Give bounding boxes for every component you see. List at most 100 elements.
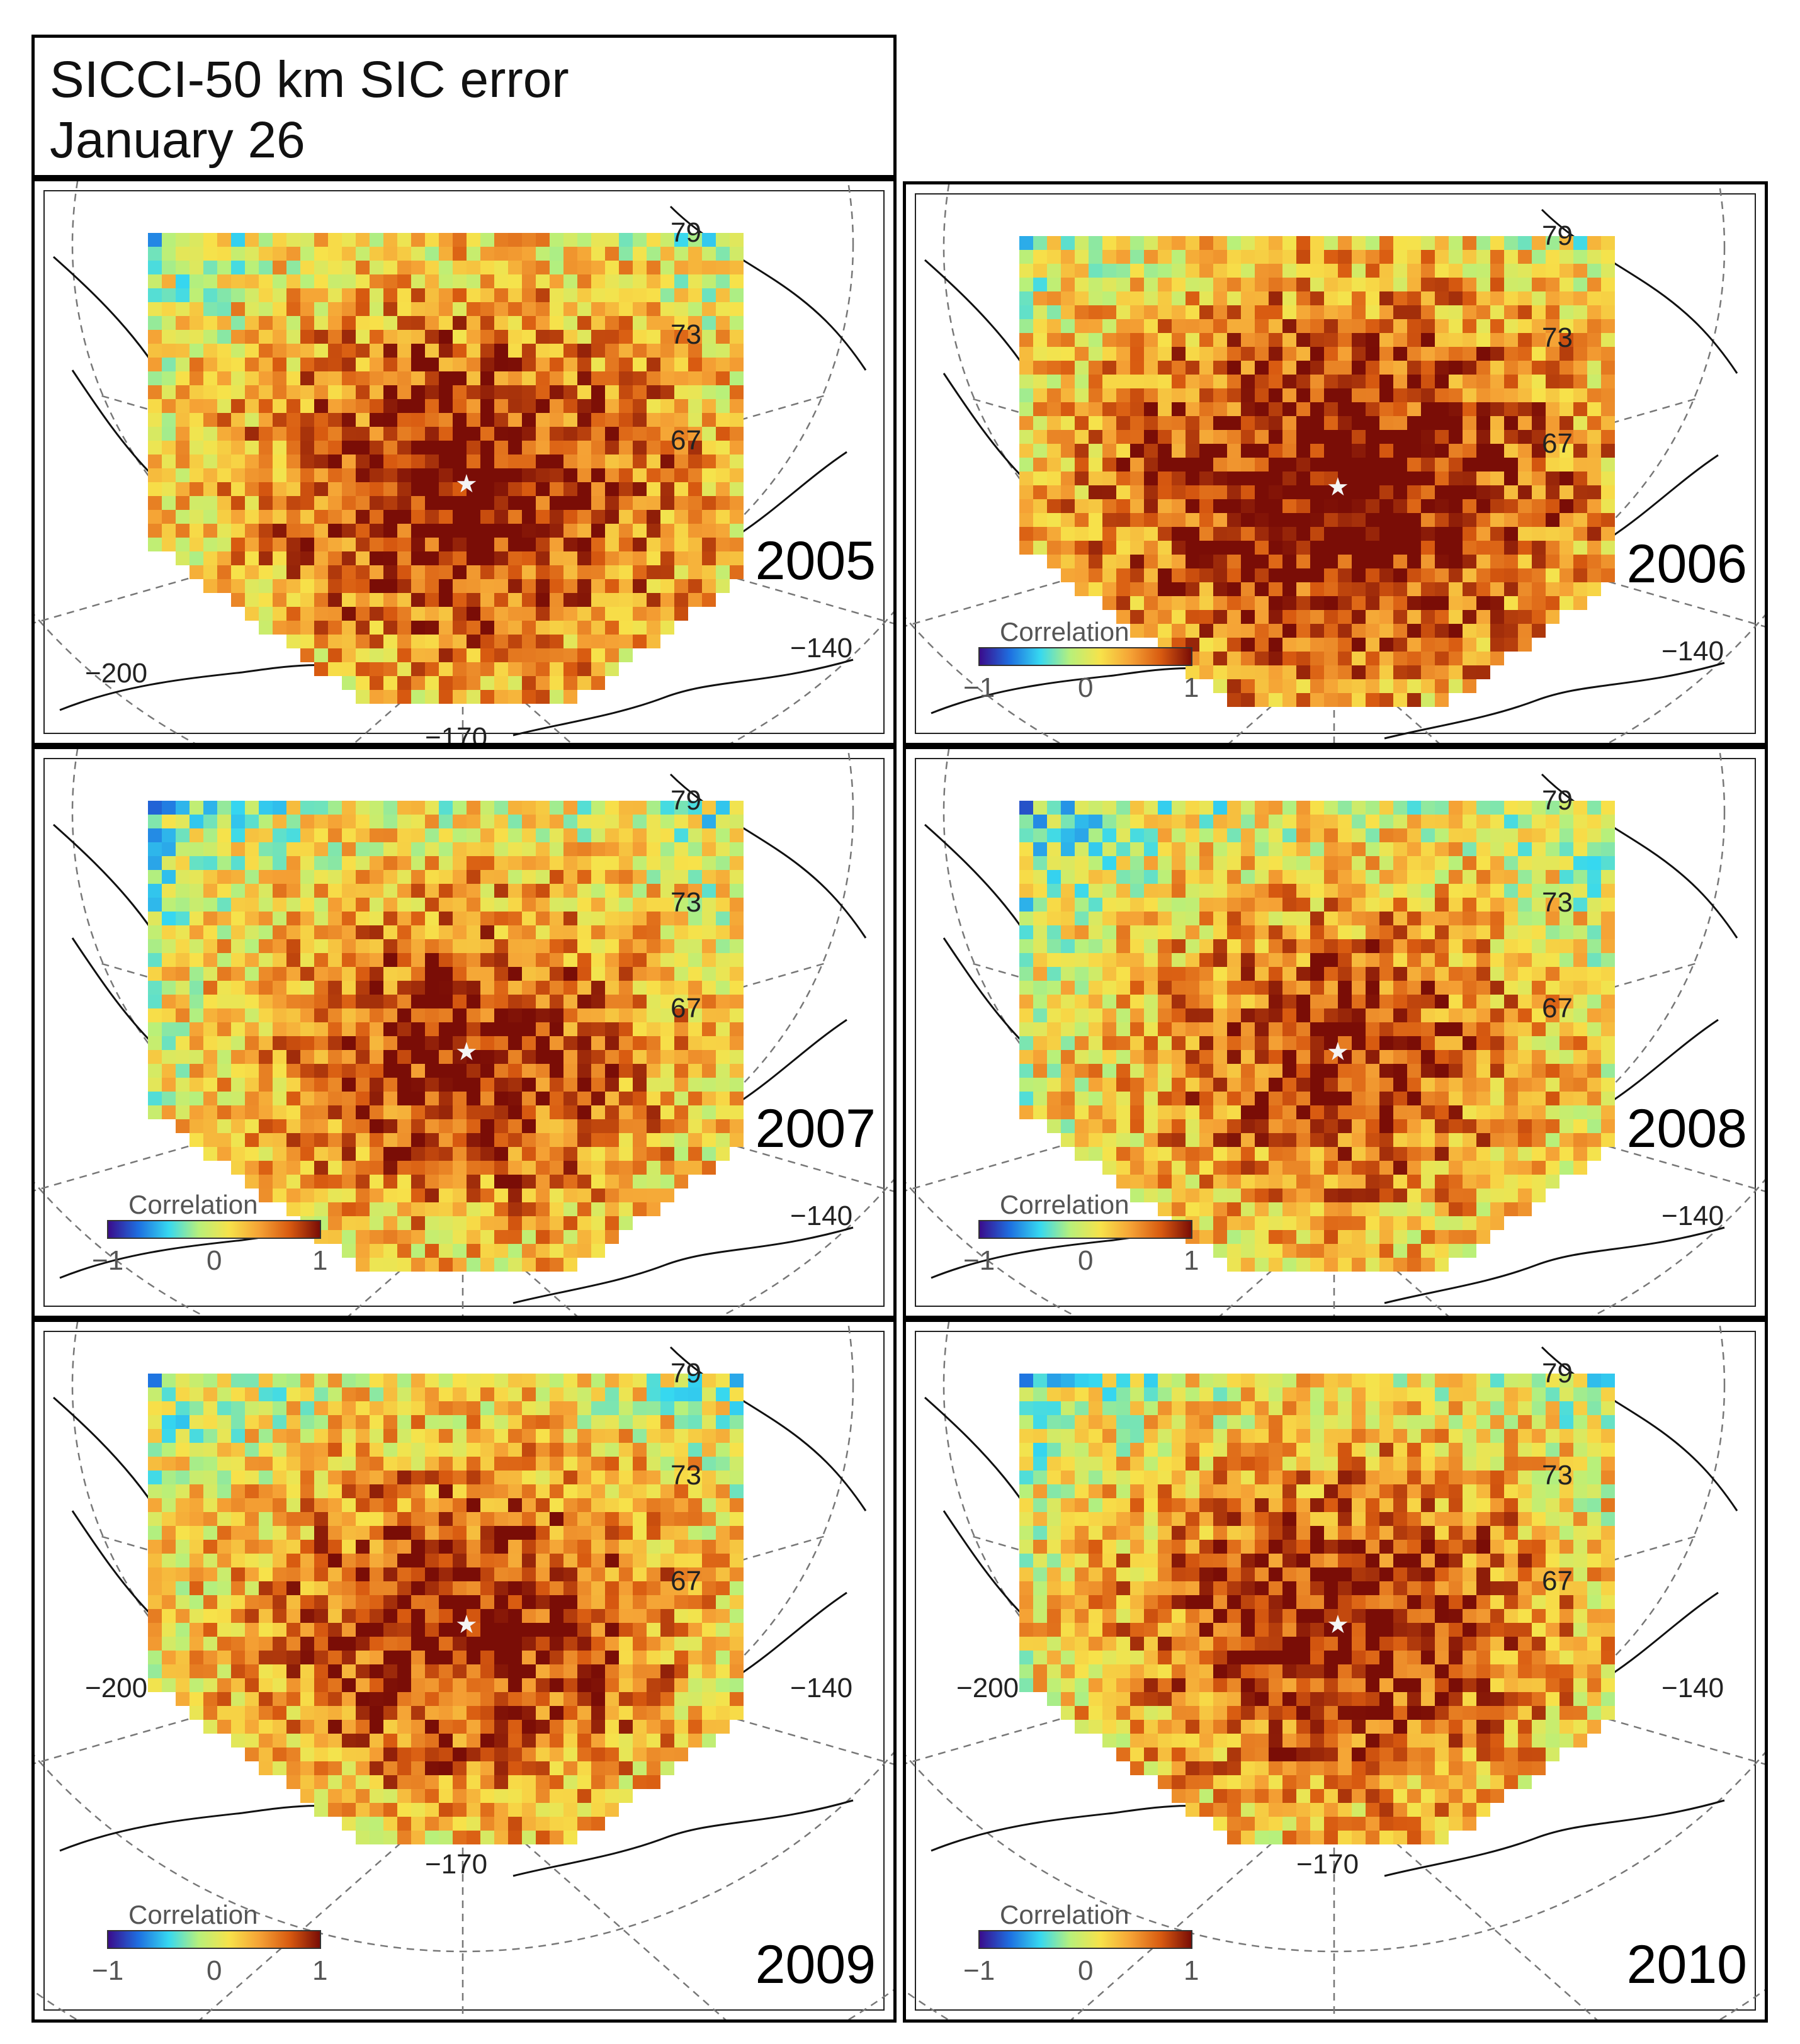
correlation-cell (1255, 1064, 1269, 1078)
correlation-cell (647, 482, 660, 496)
correlation-cell (176, 344, 190, 358)
correlation-cell (494, 870, 508, 884)
correlation-cell (1186, 568, 1199, 582)
correlation-cell (1102, 981, 1116, 995)
correlation-cell (1449, 264, 1463, 278)
correlation-cell (1338, 898, 1352, 912)
correlation-cell (231, 828, 245, 842)
correlation-cell (411, 967, 425, 981)
correlation-cell (370, 1050, 383, 1064)
correlation-cell (1241, 596, 1255, 610)
correlation-cell (1407, 513, 1421, 527)
correlation-cell (688, 1147, 702, 1161)
correlation-cell (716, 330, 730, 344)
correlation-cell (1241, 828, 1255, 842)
correlation-cell (1338, 402, 1352, 416)
correlation-cell (273, 261, 286, 274)
correlation-cell (314, 551, 328, 565)
correlation-cell (619, 1064, 633, 1078)
correlation-cell (619, 1050, 633, 1064)
correlation-cell (1019, 828, 1033, 842)
correlation-cell (660, 1161, 674, 1175)
correlation-cell (577, 1216, 591, 1230)
correlation-cell (356, 551, 370, 565)
correlation-cell (411, 593, 425, 607)
correlation-cell (1213, 582, 1227, 596)
correlation-cell (674, 399, 688, 413)
correlation-cell (370, 385, 383, 399)
correlation-cell (591, 1147, 605, 1161)
correlation-cell (1463, 1050, 1476, 1064)
correlation-cell (1490, 375, 1504, 388)
map-frame (43, 190, 885, 734)
correlation-cell (1019, 912, 1033, 925)
correlation-cell (467, 898, 480, 912)
correlation-cell (1324, 679, 1338, 693)
correlation-cell (577, 1175, 591, 1189)
correlation-cell (1199, 471, 1213, 485)
correlation-cell (619, 635, 633, 648)
correlation-cell (508, 801, 522, 815)
correlation-cell (356, 1161, 370, 1175)
correlation-cell (162, 1050, 176, 1064)
correlation-cell (1227, 967, 1241, 981)
correlation-cell (1310, 485, 1324, 499)
correlation-cell (536, 856, 550, 870)
correlation-cell (467, 1161, 480, 1175)
legend-min-label: −1 (963, 672, 995, 703)
correlation-cell (1158, 416, 1172, 430)
correlation-cell (1546, 568, 1559, 582)
correlation-cell (217, 274, 231, 288)
correlation-cell (494, 482, 508, 496)
correlation-map: ★ (35, 749, 893, 1316)
correlation-cell (1186, 305, 1199, 319)
correlation-cell (605, 1036, 619, 1050)
correlation-cell (1199, 1092, 1213, 1105)
correlation-cell (176, 441, 190, 455)
correlation-cell (1407, 953, 1421, 967)
correlation-cell (1421, 693, 1435, 707)
correlation-cell (411, 565, 425, 579)
correlation-cell (1089, 828, 1102, 842)
correlation-cell (619, 399, 633, 413)
correlation-cell (397, 870, 411, 884)
correlation-cell (1227, 596, 1241, 610)
correlation-cell (1061, 1050, 1075, 1064)
correlation-cell (647, 1078, 660, 1092)
correlation-cell (1324, 652, 1338, 665)
correlation-cell (1559, 828, 1573, 842)
correlation-cell (1089, 842, 1102, 856)
correlation-cell (660, 524, 674, 538)
correlation-cell (1379, 1022, 1393, 1036)
correlation-cell (1435, 485, 1449, 499)
correlation-cell (1186, 953, 1199, 967)
correlation-cell (1089, 333, 1102, 347)
correlation-cell (1075, 939, 1089, 953)
correlation-cell (1102, 995, 1116, 1008)
correlation-cell (286, 1147, 300, 1161)
correlation-cell (328, 635, 342, 648)
correlation-cell (508, 261, 522, 274)
correlation-cell (702, 815, 716, 828)
correlation-cell (231, 330, 245, 344)
correlation-cell (1379, 801, 1393, 815)
correlation-cell (1366, 1036, 1379, 1050)
correlation-cell (730, 1105, 744, 1119)
correlation-cell (300, 1189, 314, 1202)
correlation-cell (1158, 967, 1172, 981)
correlation-cell (1296, 624, 1310, 638)
correlation-cell (383, 385, 397, 399)
correlation-cell (480, 565, 494, 579)
correlation-cell (342, 884, 356, 898)
correlation-cell (688, 385, 702, 399)
correlation-cell (1463, 652, 1476, 665)
correlation-cell (425, 1161, 439, 1175)
correlation-cell (1435, 1036, 1449, 1050)
correlation-cell (619, 801, 633, 815)
correlation-cell (508, 1216, 522, 1230)
correlation-cell (1310, 842, 1324, 856)
correlation-cell (1089, 416, 1102, 430)
correlation-cell (453, 565, 467, 579)
correlation-cell (1269, 925, 1282, 939)
correlation-cell (1504, 925, 1518, 939)
